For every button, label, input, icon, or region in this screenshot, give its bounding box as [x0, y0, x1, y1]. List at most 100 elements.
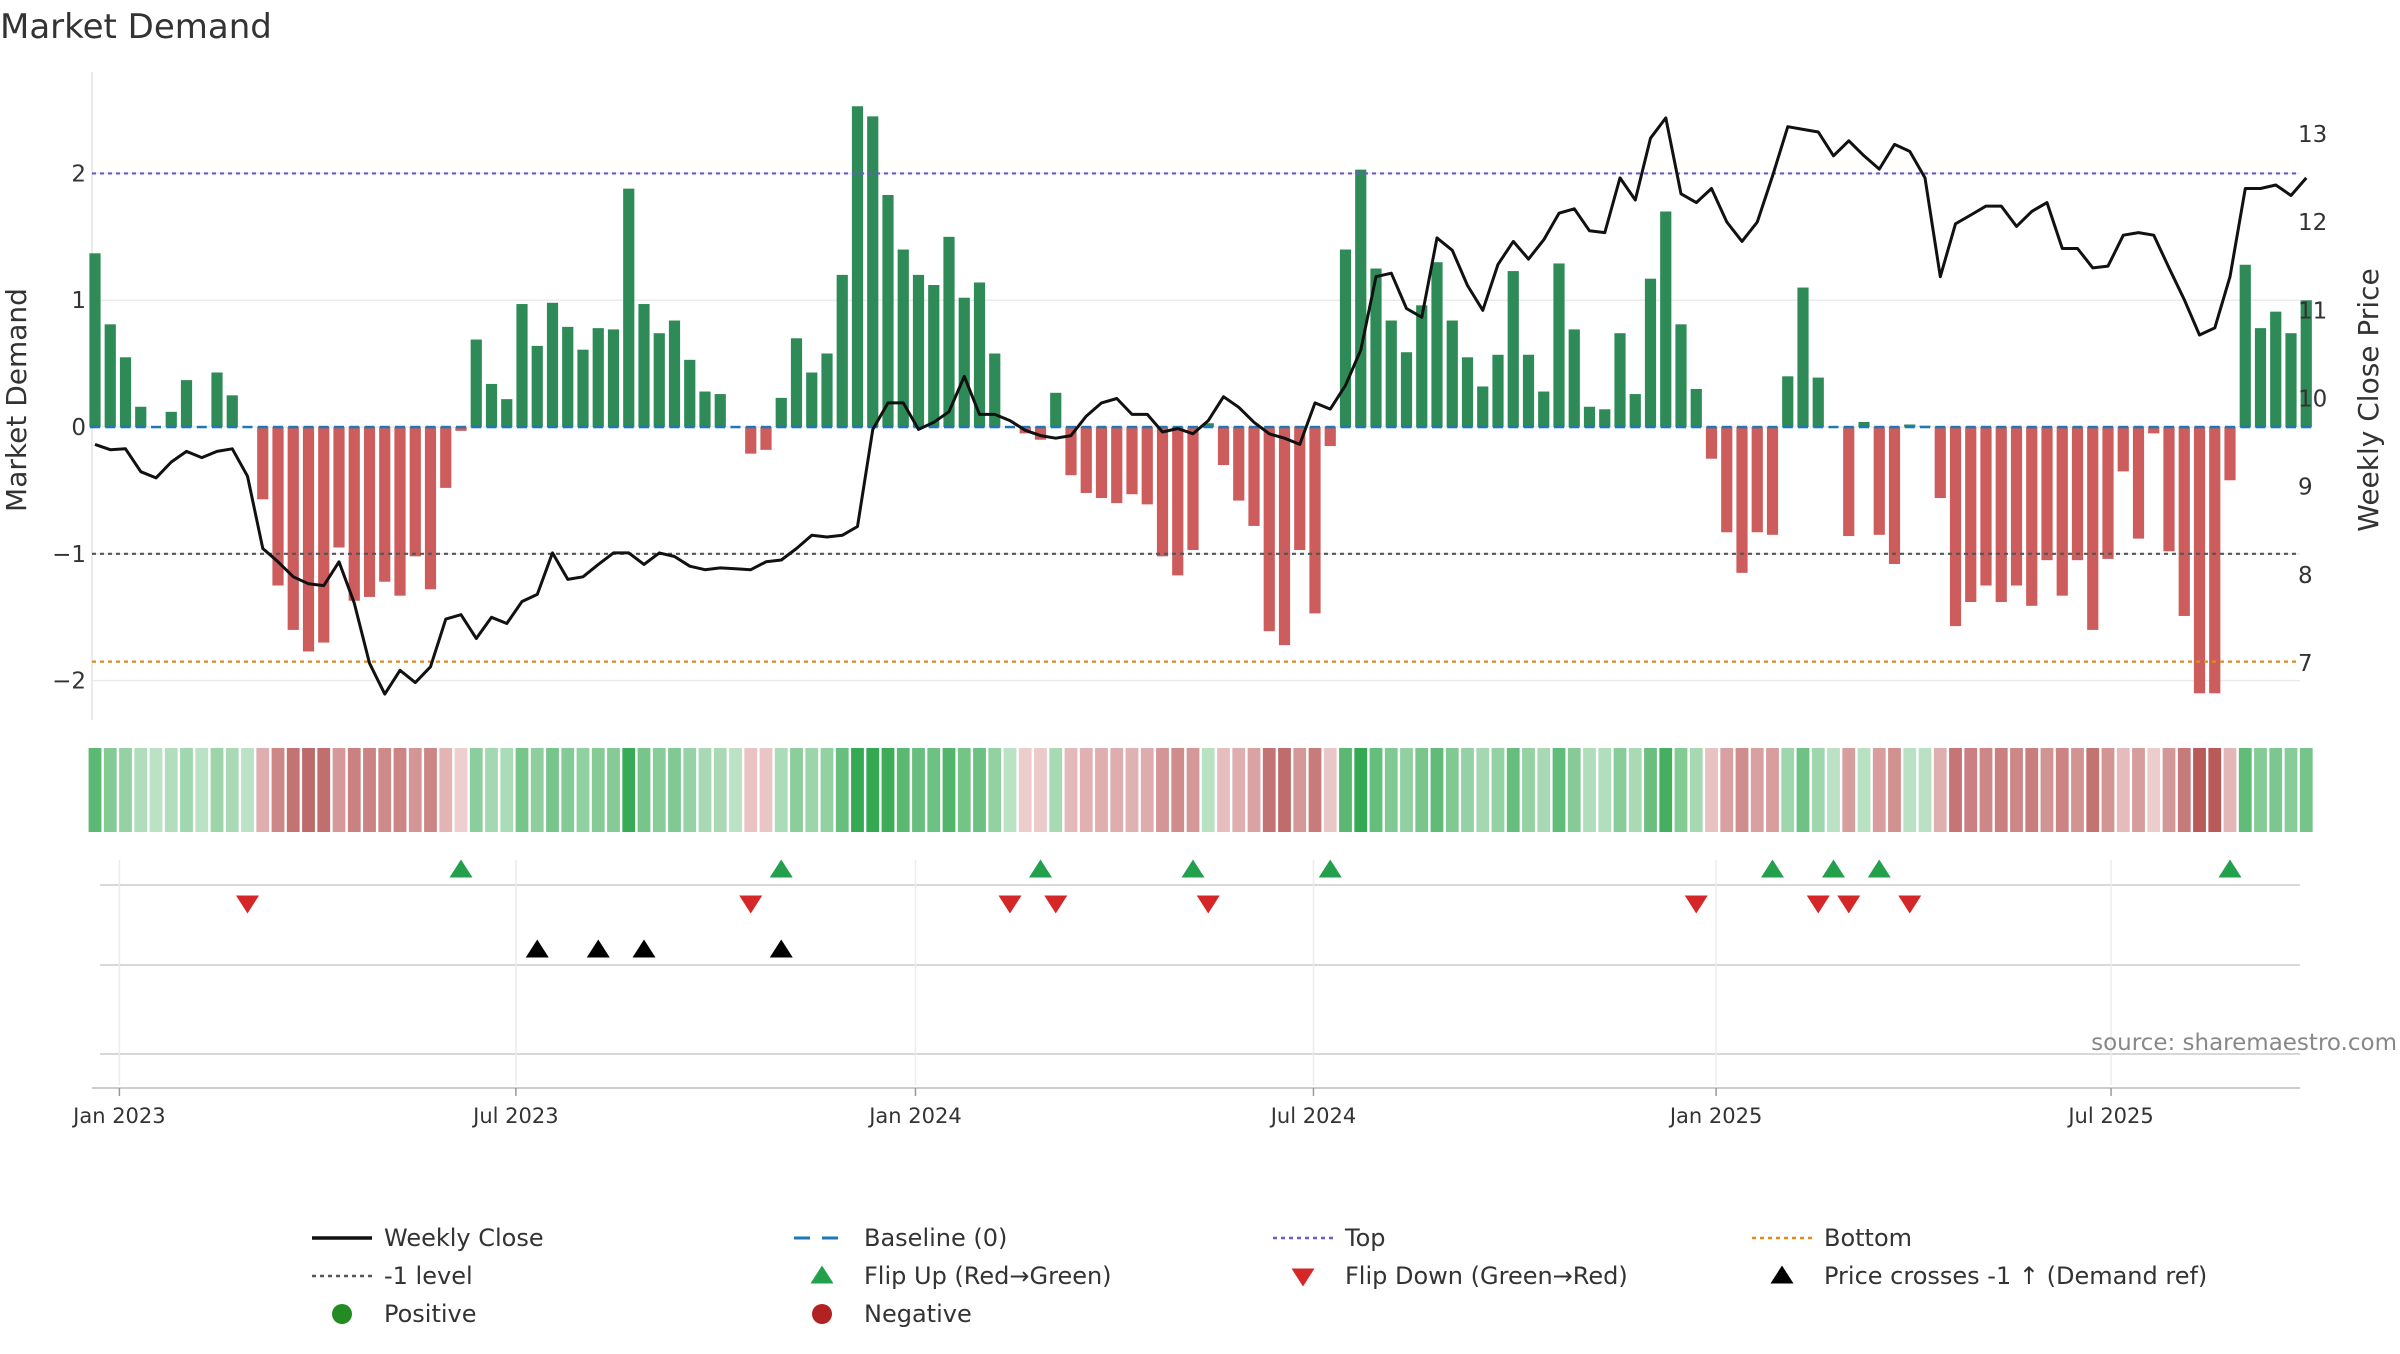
heat-cell	[1674, 748, 1688, 832]
demand-bar-negative	[302, 427, 315, 652]
demand-bar-negative	[2163, 427, 2175, 552]
demand-bar-negative	[2056, 427, 2068, 596]
demand-bar-positive	[1492, 354, 1504, 428]
flip-down-marker	[1196, 895, 1220, 914]
demand-bar-positive	[1660, 211, 1672, 428]
heat-cell	[1888, 748, 1901, 832]
heat-cell	[134, 748, 148, 832]
heat-cell	[622, 748, 636, 832]
legend-label: Top	[1344, 1224, 1386, 1252]
heat-cell	[1613, 748, 1627, 832]
heat-cell	[1811, 748, 1825, 832]
demand-bar-negative	[2132, 427, 2145, 539]
heat-cell	[2055, 748, 2069, 832]
heat-cell	[2147, 748, 2161, 832]
demand-bar-negative	[1233, 427, 1245, 501]
heat-cell	[1491, 748, 1505, 832]
heat-cell	[485, 748, 498, 832]
heat-cell	[2254, 748, 2267, 832]
demand-bar-negative	[760, 427, 772, 450]
demand-bar-positive	[2300, 300, 2312, 428]
demand-bar-positive	[714, 394, 726, 428]
heat-cell	[88, 748, 102, 832]
demand-bar-negative	[1721, 427, 1733, 533]
heat-cell	[1262, 748, 1276, 832]
heat-cell	[332, 748, 346, 832]
demand-bar-negative	[257, 427, 269, 500]
demand-bar-positive	[1568, 329, 1580, 428]
heat-cell	[1232, 748, 1246, 832]
price-cross-marker	[632, 939, 656, 958]
demand-bar-positive	[668, 320, 681, 428]
heat-cell	[2177, 748, 2191, 832]
demand-bar-positive	[836, 274, 848, 428]
demand-bar-negative	[1934, 427, 1946, 499]
demand-bar-negative	[2209, 427, 2221, 694]
heat-cell	[576, 748, 590, 832]
demand-bar-positive	[1858, 421, 1870, 428]
demand-heat-strip	[88, 748, 2313, 832]
heat-cell	[378, 748, 392, 832]
demand-bar-negative	[1843, 427, 1855, 537]
heat-cell	[866, 748, 880, 832]
demand-bar-negative	[409, 427, 421, 557]
heat-cell	[1369, 748, 1383, 832]
heat-cell	[957, 748, 971, 832]
legend-label: Flip Up (Red→Green)	[864, 1262, 1112, 1290]
heat-cell	[1430, 748, 1444, 832]
heat-cell	[302, 748, 315, 832]
heat-cell	[1186, 748, 1200, 832]
heat-cell	[1461, 748, 1474, 832]
heat-cell	[1979, 748, 1993, 832]
demand-bar-positive	[607, 329, 620, 428]
heat-cell	[1598, 748, 1612, 832]
demand-bar-positive	[180, 380, 193, 428]
demand-bar-positive	[1553, 263, 1565, 428]
demand-bar-positive	[2239, 264, 2251, 428]
flip-down-marker	[1837, 895, 1861, 914]
heat-cell	[2238, 748, 2252, 832]
heat-cell	[1949, 748, 1962, 832]
heat-cell	[1552, 748, 1566, 832]
demand-bar-positive	[1522, 354, 1535, 428]
demand-bar-positive	[912, 274, 925, 428]
demand-bar-positive	[485, 383, 498, 428]
heat-cell	[1964, 748, 1978, 832]
heat-cell	[1140, 748, 1154, 832]
heat-cell	[1781, 748, 1795, 832]
demand-bar-positive	[2285, 333, 2297, 428]
demand-bar-positive	[1339, 249, 1352, 428]
heat-cell	[896, 748, 910, 832]
demand-bar-positive	[470, 339, 482, 428]
demand-bar-positive	[1050, 392, 1062, 428]
demand-bar-positive	[1629, 394, 1641, 428]
demand-bar-positive	[1690, 388, 1702, 428]
y-tick-label-left: 2	[71, 161, 86, 187]
heat-cell	[2010, 748, 2023, 832]
legend-swatch-circle	[332, 1304, 352, 1324]
heat-cell	[1110, 748, 1124, 832]
heat-cell	[1567, 748, 1581, 832]
y-tick-label-right: 12	[2298, 210, 2327, 236]
legend-item-top: Top	[1273, 1224, 1386, 1252]
heat-cell	[1095, 748, 1108, 832]
heat-cell	[1827, 748, 1840, 832]
demand-bar-negative	[1187, 427, 1199, 551]
demand-bar-positive	[790, 338, 803, 428]
demand-bar-positive	[867, 116, 879, 428]
demand-bar-positive	[531, 345, 543, 428]
heat-cell	[607, 748, 620, 832]
demand-bar-positive	[1797, 287, 1809, 428]
heat-cell	[408, 748, 422, 832]
heat-cell	[1445, 748, 1459, 832]
legend-item-positive: Positive	[332, 1300, 477, 1328]
demand-bar-negative	[1095, 427, 1108, 499]
demand-bar-negative	[1766, 427, 1779, 535]
heat-cell	[1842, 748, 1856, 832]
demand-bar-positive	[1370, 268, 1382, 428]
x-tick-label: Jul 2025	[2066, 1104, 2153, 1128]
heat-cell	[1034, 748, 1047, 832]
demand-bar-negative	[1294, 427, 1306, 551]
